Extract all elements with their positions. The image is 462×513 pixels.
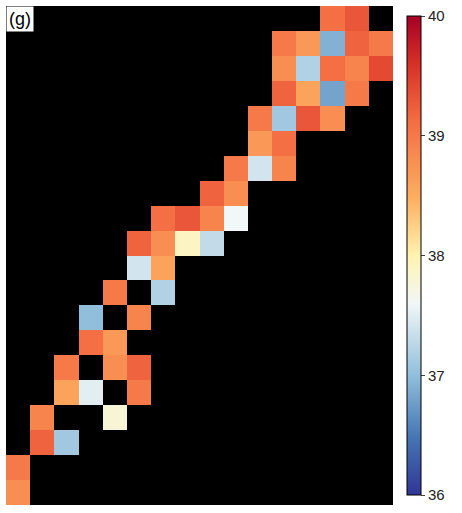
svg-text:40: 40 (428, 7, 445, 24)
svg-text:36: 36 (428, 486, 445, 503)
svg-text:38: 38 (428, 247, 445, 264)
svg-text:37: 37 (428, 367, 445, 384)
svg-text:39: 39 (428, 127, 445, 144)
svg-text:(g): (g) (9, 9, 31, 29)
